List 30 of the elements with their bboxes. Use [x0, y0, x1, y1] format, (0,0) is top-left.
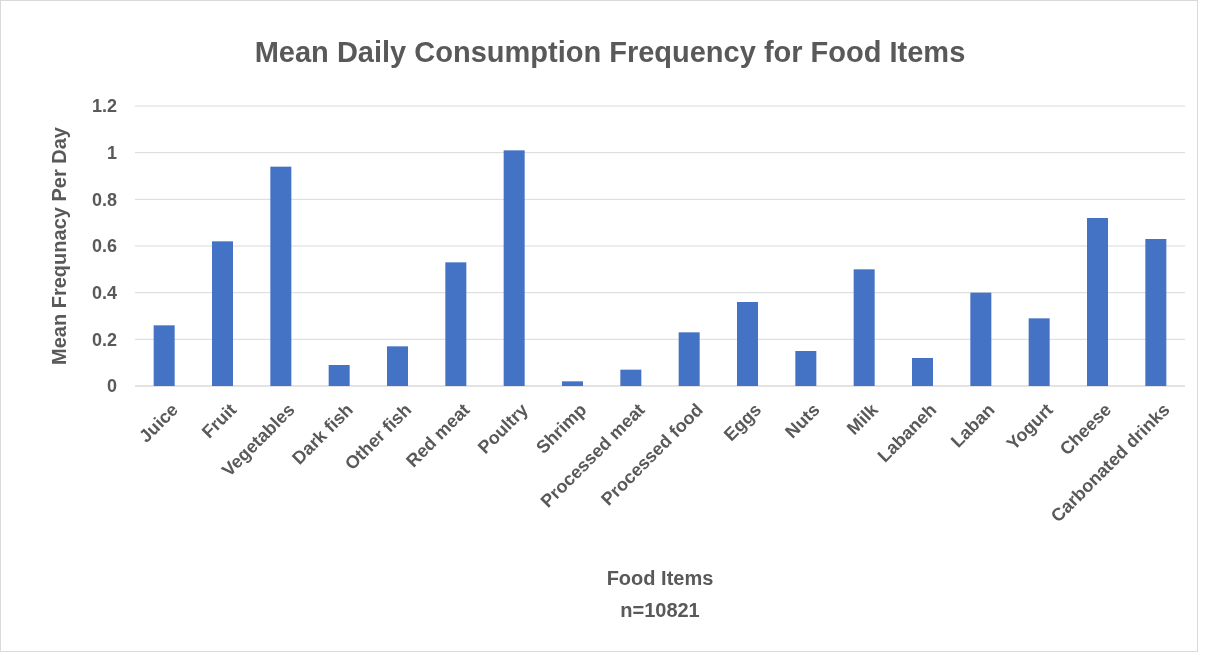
y-tick-label: 0.6	[91, 236, 117, 257]
y-tick-label: 1.2	[91, 96, 117, 117]
text: n=10821	[620, 599, 700, 621]
x-tick-label: Milk	[843, 398, 883, 439]
bar	[795, 351, 817, 386]
bar	[620, 369, 642, 386]
bar	[678, 332, 700, 386]
bar	[1087, 218, 1108, 386]
bar	[562, 381, 583, 386]
bar	[503, 150, 525, 386]
y-tick-label: 1	[106, 142, 117, 163]
bar	[1028, 318, 1050, 386]
bar	[737, 302, 758, 386]
y-tick-label: 0.8	[91, 189, 117, 210]
bar	[853, 269, 875, 386]
y-tick-label: 0	[106, 376, 117, 397]
bar	[1145, 239, 1167, 386]
bar	[970, 292, 992, 386]
y-tick-label: 0.2	[91, 329, 117, 350]
bar	[212, 241, 233, 386]
bar	[387, 346, 408, 386]
chart-title: Mean Daily Consumption Frequency for Food Items	[254, 36, 966, 68]
bar	[328, 365, 350, 386]
bar	[153, 325, 175, 386]
bar	[445, 262, 467, 386]
bar	[912, 358, 933, 386]
bar	[270, 166, 292, 386]
y-tick-label: 0.4	[91, 282, 117, 303]
x-axis-title: Food Items	[606, 567, 714, 589]
y-axis-title: Mean Frequnacy Per Day	[48, 126, 70, 365]
